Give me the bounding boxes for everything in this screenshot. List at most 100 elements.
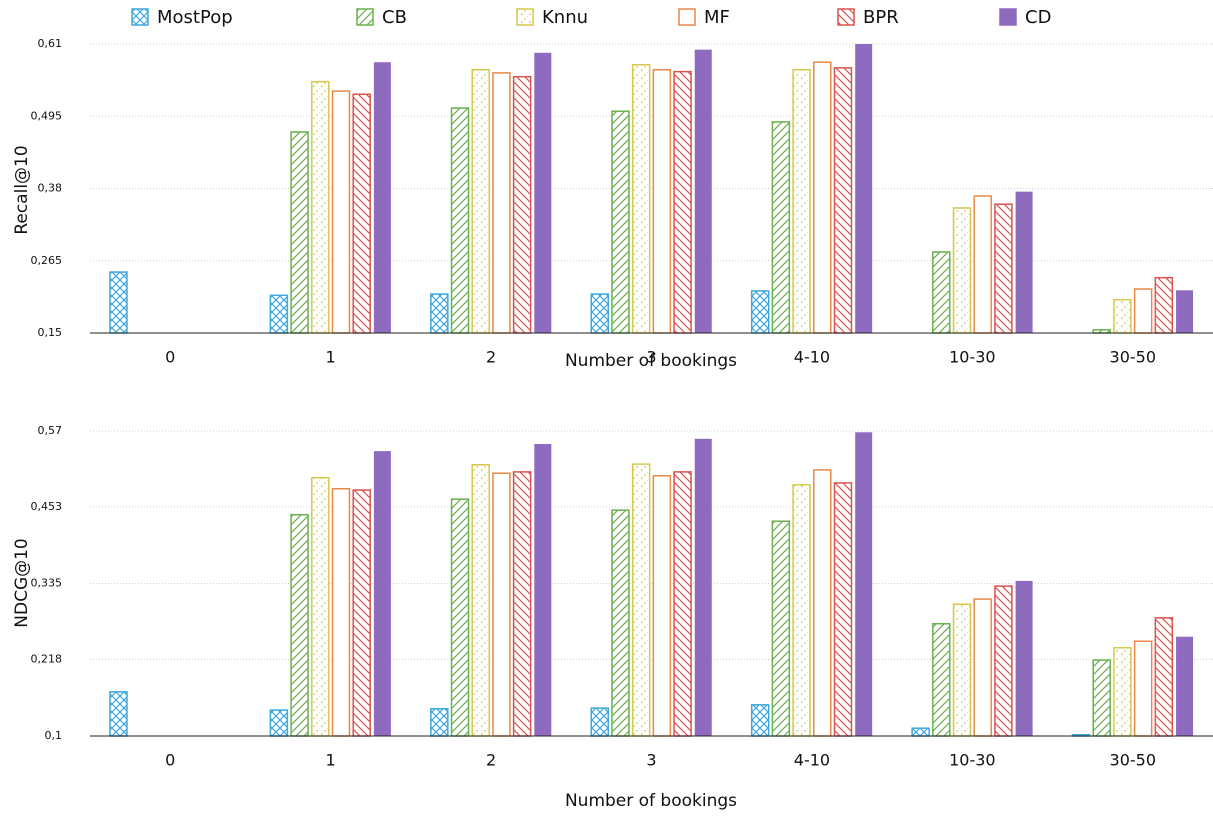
bar [590, 293, 609, 334]
bar [833, 67, 853, 334]
bar [1015, 191, 1033, 333]
bar [973, 598, 992, 737]
bar [373, 62, 391, 333]
bar [694, 49, 712, 333]
bar [833, 482, 853, 737]
bar [109, 271, 128, 334]
x-tick-label: 4-10 [794, 751, 830, 770]
legend-label: MostPop [157, 7, 233, 28]
x-axis-title: Number of bookings [565, 351, 737, 371]
bar [952, 603, 972, 737]
y-tick-label: 0,453 [31, 500, 63, 513]
bar [590, 707, 609, 737]
bar [855, 44, 873, 333]
bar [1154, 617, 1174, 737]
bar [534, 443, 552, 736]
bar [673, 471, 692, 737]
y-tick-label: 0,38 [38, 182, 63, 195]
legend-swatch [356, 8, 374, 26]
bar [652, 69, 672, 334]
bar [471, 69, 490, 334]
bar [750, 704, 770, 737]
y-tick-label: 0,15 [38, 326, 63, 339]
x-tick-label: 0 [165, 348, 175, 367]
bar [611, 509, 630, 737]
bar [631, 463, 651, 737]
bar [269, 294, 289, 334]
x-tick-label: 0 [165, 751, 175, 770]
x-tick-label: 1 [326, 751, 336, 770]
legend-swatch [999, 8, 1017, 26]
y-tick-label: 0,61 [38, 37, 63, 50]
x-tick-label: 30-50 [1110, 751, 1157, 770]
bar [1176, 636, 1194, 736]
legend-label: CD [1025, 7, 1051, 28]
bar [290, 513, 309, 737]
y-axis-title: NDCG@10 [12, 538, 32, 627]
y-tick-label: 0,495 [31, 109, 63, 122]
bar [352, 489, 371, 737]
bar [813, 469, 832, 737]
bar [331, 488, 351, 737]
legend-swatch [516, 8, 534, 26]
bar [750, 290, 770, 334]
x-tick-label: 3 [646, 751, 656, 770]
bar [1092, 659, 1111, 737]
bar [492, 72, 511, 334]
bar [512, 75, 532, 334]
bar [932, 251, 951, 334]
bar [1113, 298, 1132, 334]
legend-swatch [678, 8, 696, 26]
bar [373, 451, 391, 736]
bar [352, 93, 371, 334]
bar [311, 80, 330, 334]
bar [771, 520, 791, 737]
bar [534, 52, 552, 333]
x-tick-label: 1 [326, 348, 336, 367]
bar [932, 622, 951, 737]
bar [1176, 290, 1194, 333]
x-tick-label: 30-50 [1110, 348, 1157, 367]
bar [771, 121, 791, 334]
x-tick-label: 10-30 [949, 348, 996, 367]
y-tick-label: 0,1 [45, 729, 63, 742]
legend-label: Knnu [542, 7, 588, 28]
bar [430, 293, 449, 334]
bar [631, 63, 651, 334]
bar [673, 70, 692, 334]
bar [792, 484, 811, 737]
legend-label: MF [704, 7, 730, 28]
bar [1154, 276, 1174, 334]
y-axis-title: Recall@10 [12, 145, 32, 234]
bar [855, 432, 873, 736]
x-tick-label: 2 [486, 348, 496, 367]
bar [430, 707, 449, 737]
x-tick-label: 2 [486, 751, 496, 770]
legend-label: BPR [863, 7, 899, 28]
bar [911, 727, 930, 737]
bar [450, 498, 470, 737]
bar [109, 691, 128, 737]
bar [331, 90, 351, 334]
x-tick-label: 10-30 [949, 751, 996, 770]
bar [652, 475, 672, 737]
bar [290, 131, 309, 334]
bar [611, 110, 630, 334]
bar [1015, 580, 1033, 736]
y-tick-label: 0,265 [31, 254, 63, 267]
bar [994, 203, 1013, 334]
bar [1113, 646, 1132, 737]
bar [269, 709, 289, 737]
bar [471, 463, 490, 737]
bar [1133, 288, 1153, 334]
bar [450, 107, 470, 334]
legend-swatch [837, 8, 855, 26]
bar [694, 438, 712, 736]
bar [973, 195, 992, 334]
y-tick-label: 0,57 [38, 424, 63, 437]
bar [311, 476, 330, 737]
legend-swatch [131, 8, 149, 26]
bar [994, 585, 1013, 737]
bar [952, 207, 972, 334]
